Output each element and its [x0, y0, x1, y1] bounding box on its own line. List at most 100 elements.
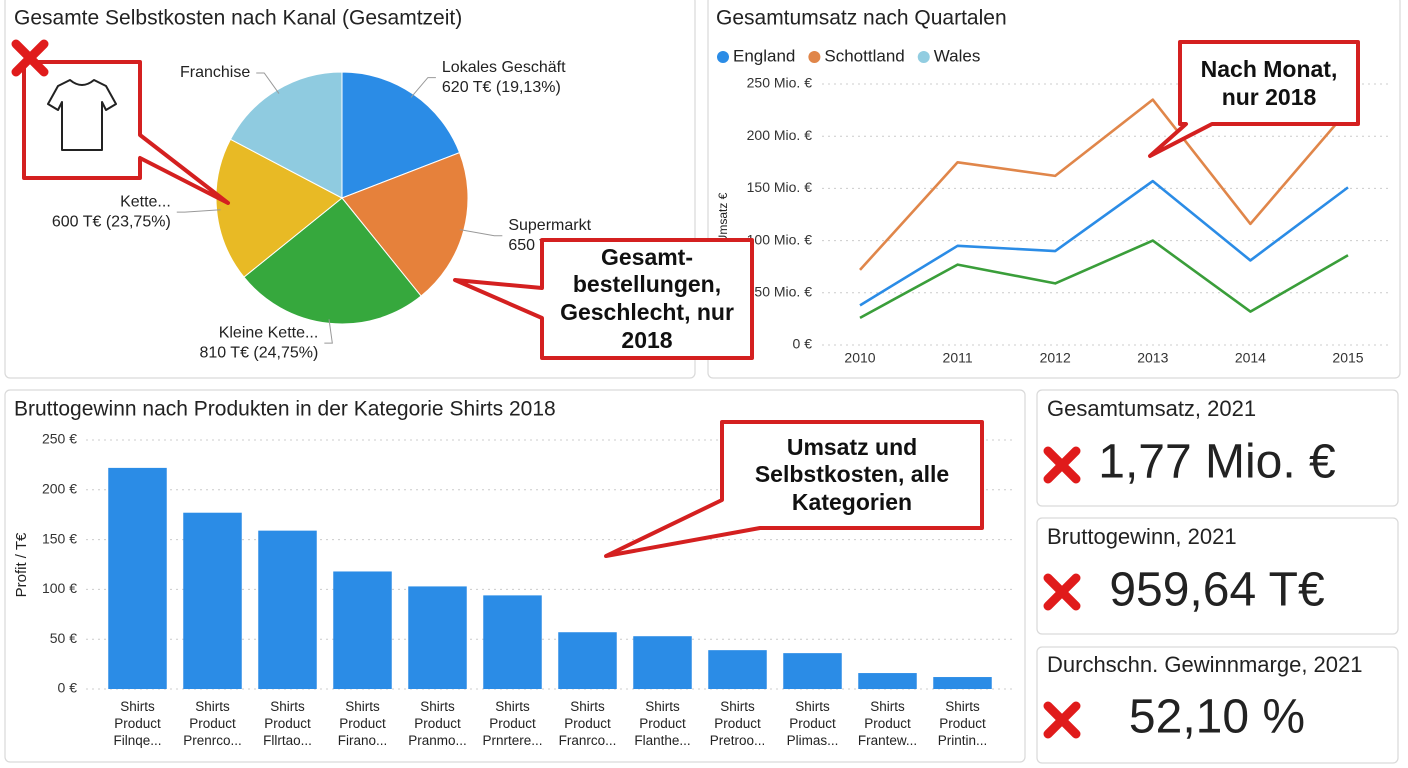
x-tick-label: Shirts Product Pranmo...: [408, 699, 467, 748]
callout-text: Gesamt- bestellungen, Geschlecht, nur 20…: [560, 243, 734, 353]
shirt-icon: [47, 79, 117, 151]
y-tick-label: 200 €: [42, 481, 77, 497]
bar: [708, 650, 767, 689]
bar: [933, 677, 992, 689]
x-tick-label: 2013: [1137, 350, 1168, 366]
leader-line: [410, 77, 436, 98]
chart-title: Gesamtumsatz nach Quartalen: [716, 7, 1007, 30]
chart-title: Gesamte Selbstkosten nach Kanal (Gesamtz…: [14, 7, 462, 30]
legend-label: Schottland: [824, 46, 904, 65]
bar: [333, 571, 392, 689]
legend-label: England: [733, 46, 795, 65]
slice-label: Lokales Geschäft: [442, 59, 566, 76]
charts: Lokales Geschäft 620 T€ (19,13%) Supermark…: [13, 46, 1390, 748]
y-tick-label: 100 Mio. €: [747, 231, 813, 247]
bar: [483, 595, 542, 689]
x-tick-label: Shirts Product Filnqe...: [113, 699, 162, 748]
x-tick-label: 2010: [844, 350, 875, 366]
y-tick-label: 0 €: [793, 336, 813, 352]
callout-text: Umsatz und Selbstkosten, alle Kategorien: [754, 433, 950, 515]
bar: [783, 653, 842, 689]
x-tick-label-box: Shirts Product Printin...: [937, 699, 988, 748]
x-tick-label: Shirts Product Pretroo...: [709, 699, 766, 748]
pie-slice: [243, 197, 422, 325]
kpi-title: Bruttogewinn, 2021: [1047, 524, 1237, 549]
x-tick-label: Shirts Product Prnrtere...: [482, 699, 543, 748]
leader-line: [459, 229, 503, 237]
x-tick-label: Shirts Product Frantew...: [857, 699, 918, 748]
slice-label: Franchise: [180, 64, 250, 81]
leader-line: [176, 209, 221, 213]
line-series: [859, 179, 1349, 307]
legend-marker: [917, 51, 930, 63]
x-tick-label-box: Shirts Product Plimas...: [786, 699, 839, 748]
callout: [1148, 40, 1360, 158]
callout: [604, 420, 984, 558]
kpi-title: Durchschn. Gewinnmarge, 2021: [1047, 652, 1363, 677]
bar: [633, 636, 692, 689]
slice-value-label: 620 T€ (19,13%): [442, 79, 561, 96]
callout-box: Nach Monat, nur 2018: [1200, 56, 1338, 110]
callout: [453, 238, 754, 360]
kpi-value: 959,64 T€: [1109, 564, 1325, 617]
legend-label: Wales: [934, 46, 981, 65]
slice-value-label: 810 T€ (24,75%): [199, 344, 318, 361]
icon-callout: [16, 44, 230, 205]
kpi-card: [1036, 646, 1399, 764]
x-tick-label: Shirts Product Plimas...: [786, 699, 839, 748]
legend-marker: [717, 51, 729, 63]
slice-value-label: 600 T€ (23,75%): [52, 213, 171, 230]
y-axis-label: Umsatz €: [716, 192, 730, 243]
x-tick-label: 2012: [1040, 350, 1071, 366]
x-tick-label-box: Shirts Product Prenrco...: [183, 699, 242, 748]
bar: [183, 512, 242, 689]
x-tick-label: Shirts Product Franrco...: [558, 699, 617, 748]
slice-label: Kleine Kette...: [219, 324, 319, 341]
bar: [858, 673, 917, 689]
x-tick-label-box: Shirts Product Fllrtao...: [263, 699, 312, 748]
leader-line: [256, 72, 280, 94]
kpi-title: Gesamtumsatz, 2021: [1047, 396, 1256, 421]
x-tick-label-box: Shirts Product Prnrtere...: [482, 699, 543, 748]
slice-label: Supermarkt: [508, 217, 591, 234]
chart-title: Bruttogewinn nach Produkten in der Kateg…: [14, 398, 556, 421]
y-axis-label: Profit / T€: [13, 532, 30, 597]
line-series: [859, 239, 1349, 319]
y-tick-label: 250 €: [42, 431, 77, 447]
kpi-card: [1036, 389, 1399, 507]
leader-line: [324, 319, 333, 344]
legend-marker: [808, 51, 821, 63]
x-tick-label-box: Shirts Product Frantew...: [857, 699, 918, 748]
x-tick-label: Shirts Product Printin...: [937, 699, 988, 748]
y-tick-label: 50 Mio. €: [754, 284, 812, 300]
x-tick-label-box: Shirts Product Pranmo...: [408, 699, 467, 748]
x-tick-label-box: Shirts Product Franrco...: [558, 699, 617, 748]
bar: [258, 530, 317, 689]
x-tick-label-box: Shirts Product Firano...: [337, 699, 388, 748]
x-tick-label-box: Shirts Product Filnqe...: [113, 699, 162, 748]
x-tick-label: Shirts Product Firano...: [337, 699, 388, 748]
y-tick-label: 200 Mio. €: [747, 127, 813, 143]
x-tick-label: 2014: [1235, 350, 1266, 366]
bar: [558, 632, 617, 689]
y-tick-label: 150 €: [42, 530, 77, 546]
kpi-card: [1036, 517, 1399, 635]
y-tick-label: 0 €: [58, 680, 78, 696]
y-tick-label: 250 Mio. €: [747, 75, 813, 91]
slice-label: Kette...: [120, 193, 171, 210]
x-tick-label: Shirts Product Flanthe...: [634, 699, 691, 748]
x-tick-label: Shirts Product Prenrco...: [183, 699, 242, 748]
y-tick-label: 150 Mio. €: [747, 179, 813, 195]
y-tick-label: 100 €: [42, 580, 77, 596]
kpi-value: 52,10 %: [1129, 691, 1305, 744]
bar: [108, 467, 167, 689]
callout-text: Nach Monat, nur 2018: [1200, 56, 1338, 110]
x-tick-label-box: Shirts Product Pretroo...: [709, 699, 766, 748]
bar: [408, 586, 467, 689]
callout-box: Gesamt- bestellungen, Geschlecht, nur 20…: [560, 243, 734, 353]
x-tick-label-box: Shirts Product Flanthe...: [634, 699, 691, 748]
kpi-value: 1,77 Mio. €: [1098, 436, 1336, 489]
x-tick-label: Shirts Product Fllrtao...: [263, 699, 312, 748]
